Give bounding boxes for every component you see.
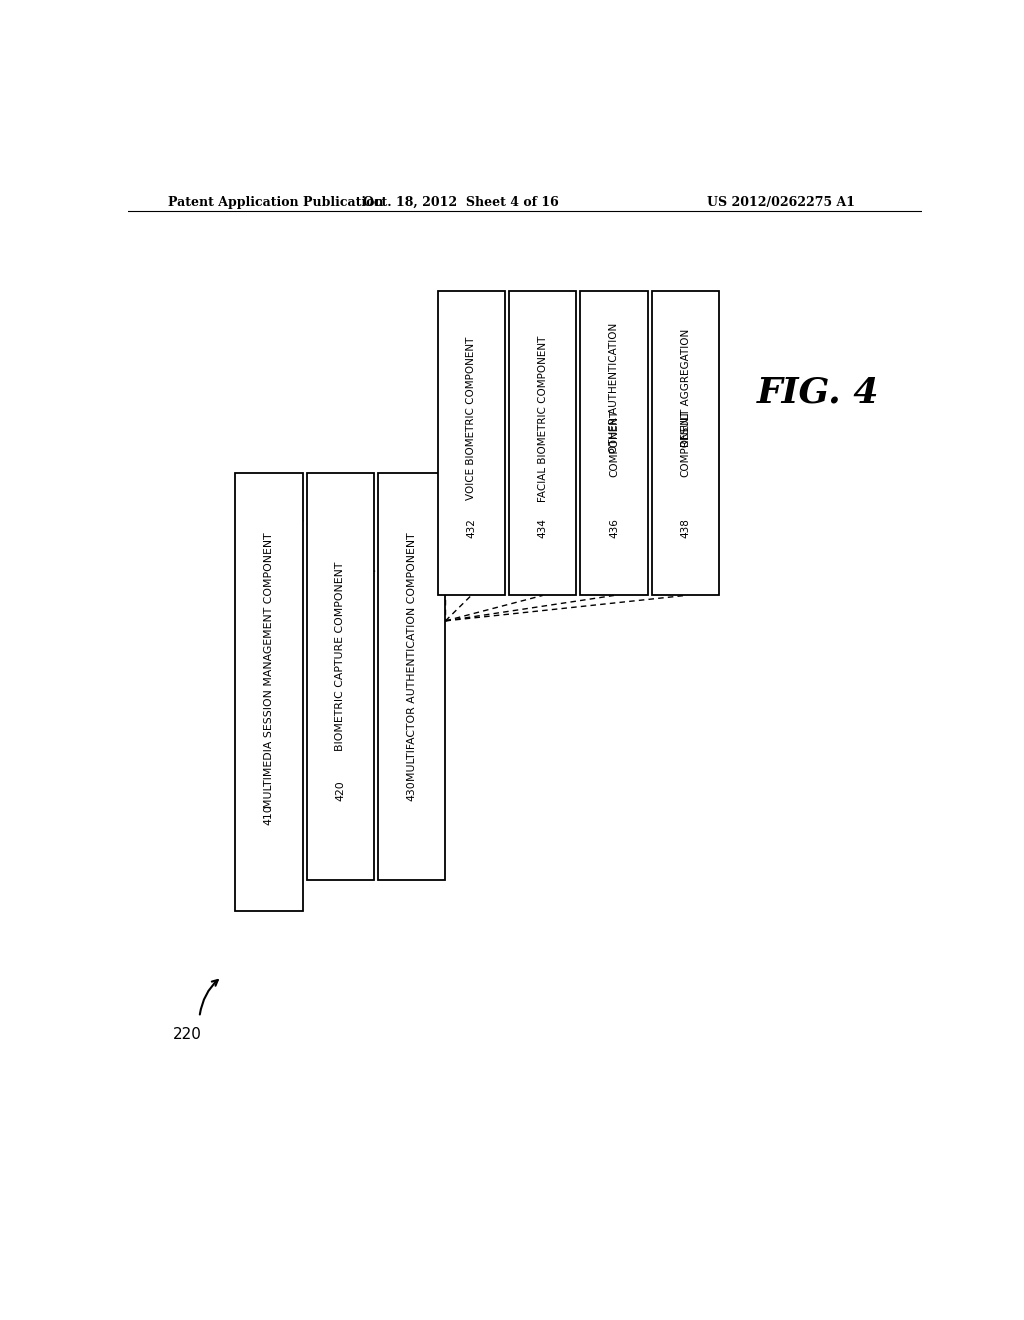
Bar	[306, 474, 374, 880]
Text: OTHER AUTHENTICATION: OTHER AUTHENTICATION	[609, 323, 620, 453]
Text: 430: 430	[407, 780, 417, 801]
Text: COMPONENT: COMPONENT	[681, 409, 690, 477]
Text: 410: 410	[264, 804, 273, 825]
Text: FIG. 4: FIG. 4	[757, 375, 880, 409]
Text: MULTIFACTOR AUTHENTICATION COMPONENT: MULTIFACTOR AUTHENTICATION COMPONENT	[407, 532, 417, 780]
Text: 438: 438	[681, 519, 690, 539]
Text: BIOMETRIC CAPTURE COMPONENT: BIOMETRIC CAPTURE COMPONENT	[335, 562, 345, 751]
Text: COMPONENT: COMPONENT	[609, 409, 620, 477]
Text: 436: 436	[609, 519, 620, 539]
Text: Patent Application Publication: Patent Application Publication	[168, 195, 383, 209]
Text: US 2012/0262275 A1: US 2012/0262275 A1	[708, 195, 855, 209]
Text: VOICE BIOMETRIC COMPONENT: VOICE BIOMETRIC COMPONENT	[466, 337, 476, 500]
Text: 220: 220	[173, 1027, 202, 1043]
Bar	[581, 290, 648, 595]
Bar	[437, 290, 505, 595]
Text: MULTIMEDIA SESSION MANAGEMENT COMPONENT: MULTIMEDIA SESSION MANAGEMENT COMPONENT	[264, 532, 273, 808]
Bar	[652, 290, 719, 595]
Text: 434: 434	[538, 519, 548, 539]
Text: FACIAL BIOMETRIC COMPONENT: FACIAL BIOMETRIC COMPONENT	[538, 335, 548, 502]
Bar	[509, 290, 577, 595]
Text: 432: 432	[466, 519, 476, 539]
Text: Oct. 18, 2012  Sheet 4 of 16: Oct. 18, 2012 Sheet 4 of 16	[364, 195, 559, 209]
Bar	[378, 474, 445, 880]
Text: 420: 420	[335, 780, 345, 801]
Text: RESULT AGGREGATION: RESULT AGGREGATION	[681, 329, 690, 447]
Bar	[236, 474, 303, 911]
